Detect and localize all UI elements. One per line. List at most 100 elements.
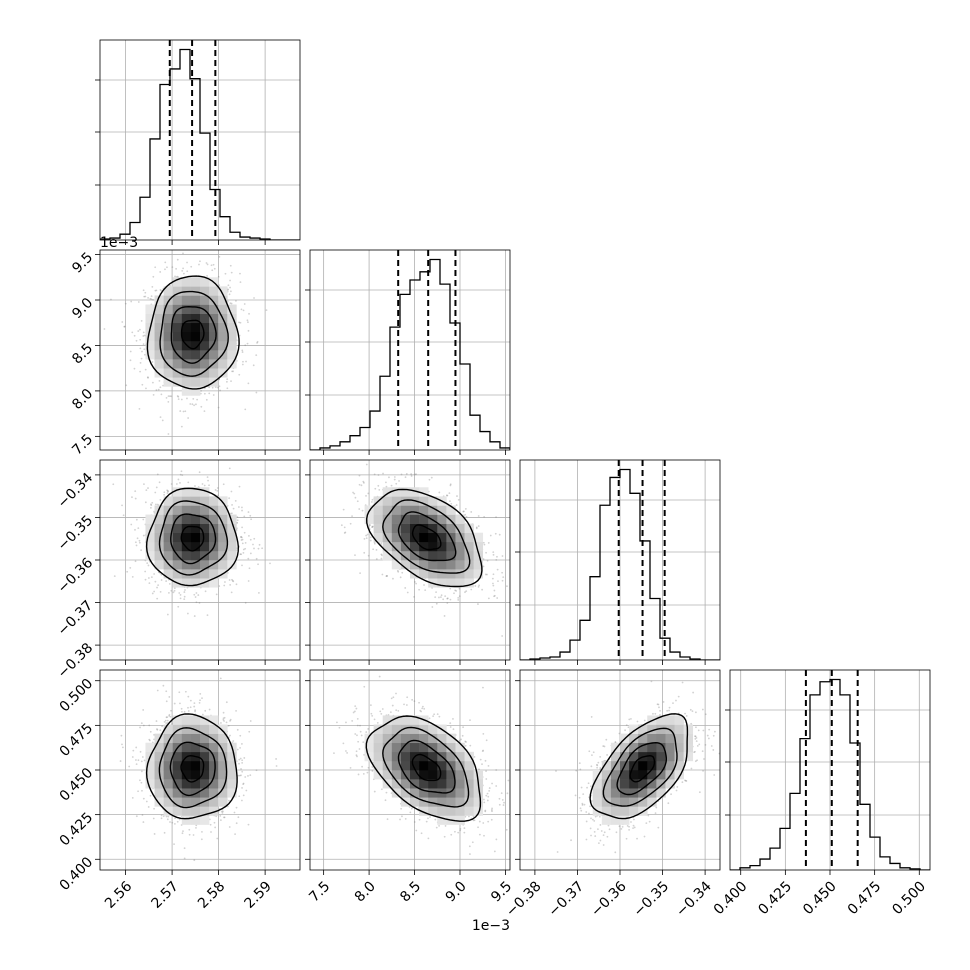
sample-point [216, 837, 219, 840]
sample-point [440, 596, 442, 599]
density-cell [172, 277, 183, 287]
sample-point [494, 532, 497, 535]
sample-point [150, 576, 153, 579]
contour-level-2 [159, 290, 229, 377]
sample-point [481, 588, 484, 591]
sample-point [240, 536, 243, 539]
sample-point [228, 467, 231, 470]
sample-point [155, 389, 158, 391]
sample-point [149, 297, 152, 300]
sample-point [340, 524, 343, 527]
sample-point [159, 271, 162, 273]
sample-point [179, 702, 181, 705]
sample-point [134, 541, 137, 544]
density-cell [145, 532, 155, 543]
density-cell [446, 560, 456, 570]
sample-point [130, 300, 133, 303]
sample-point [464, 508, 467, 510]
sample-point [450, 502, 453, 505]
sample-point [446, 597, 449, 600]
sample-point [477, 585, 480, 588]
sample-point [135, 518, 138, 521]
sample-point [137, 790, 139, 793]
density-cell [428, 541, 438, 552]
sample-point [354, 496, 357, 499]
sample-point [458, 595, 461, 598]
sample-point [232, 370, 235, 373]
sample-point [396, 569, 399, 572]
sample-point [400, 473, 403, 476]
sample-point [241, 759, 244, 762]
sample-point [242, 360, 244, 363]
density-cell [209, 368, 219, 378]
density-cell [218, 560, 228, 570]
density-cell [181, 523, 192, 534]
sample-point [137, 527, 140, 530]
sample-point [249, 538, 252, 541]
sample-point [241, 538, 244, 541]
density-cell [400, 514, 411, 524]
sample-point [123, 325, 126, 328]
density-cells [145, 277, 237, 396]
sample-point [431, 606, 434, 608]
sample-point [166, 613, 169, 616]
sample-point [199, 260, 201, 263]
sample-point [175, 267, 178, 270]
sample-point [241, 363, 244, 366]
density-panel-0-2 [112, 467, 271, 617]
density-cell [200, 277, 210, 287]
sample-point [147, 487, 149, 489]
sample-point [483, 515, 486, 518]
density-cell [145, 523, 155, 534]
density-cell [218, 322, 228, 333]
sample-point [126, 570, 129, 573]
sample-point [222, 810, 224, 813]
density-cell [410, 541, 420, 552]
sample-point [393, 476, 396, 478]
density-cell [400, 560, 411, 570]
sample-point [241, 349, 244, 352]
sample-point [212, 247, 214, 249]
sample-point [418, 588, 421, 591]
density-cell [145, 331, 155, 342]
density-cell [200, 496, 210, 506]
density-cell [200, 514, 210, 524]
sample-point [475, 526, 478, 529]
sample-point [239, 321, 242, 324]
density-cell [209, 350, 219, 360]
sample-point [136, 537, 139, 540]
sample-point [140, 781, 143, 784]
density-cell [181, 560, 192, 570]
sample-point [167, 395, 170, 398]
density-cell [382, 514, 393, 524]
density-cell [419, 523, 429, 534]
sample-point [174, 817, 177, 820]
sample-point [356, 500, 359, 503]
sample-point [245, 360, 247, 363]
density-cell [437, 514, 447, 524]
sample-point [134, 497, 137, 500]
sample-point [222, 718, 225, 721]
density-cell [154, 350, 164, 360]
sample-point [230, 380, 232, 383]
sample-point [498, 533, 501, 536]
sample-point [135, 746, 138, 749]
sample-point [405, 472, 408, 475]
sample-point [137, 330, 140, 332]
sample-point [176, 395, 179, 397]
density-cell [190, 578, 201, 588]
density-cell [181, 350, 192, 360]
sample-point [492, 582, 494, 585]
sample-point [240, 539, 243, 541]
density-cell [200, 532, 210, 543]
axes-frame [309, 249, 511, 451]
sample-point [385, 575, 388, 578]
sample-point [235, 822, 238, 825]
sample-point [235, 300, 237, 302]
sample-point [141, 789, 143, 792]
sample-point [187, 706, 189, 709]
sample-point [148, 582, 151, 584]
sample-point [230, 271, 233, 274]
density-cell [172, 286, 183, 296]
